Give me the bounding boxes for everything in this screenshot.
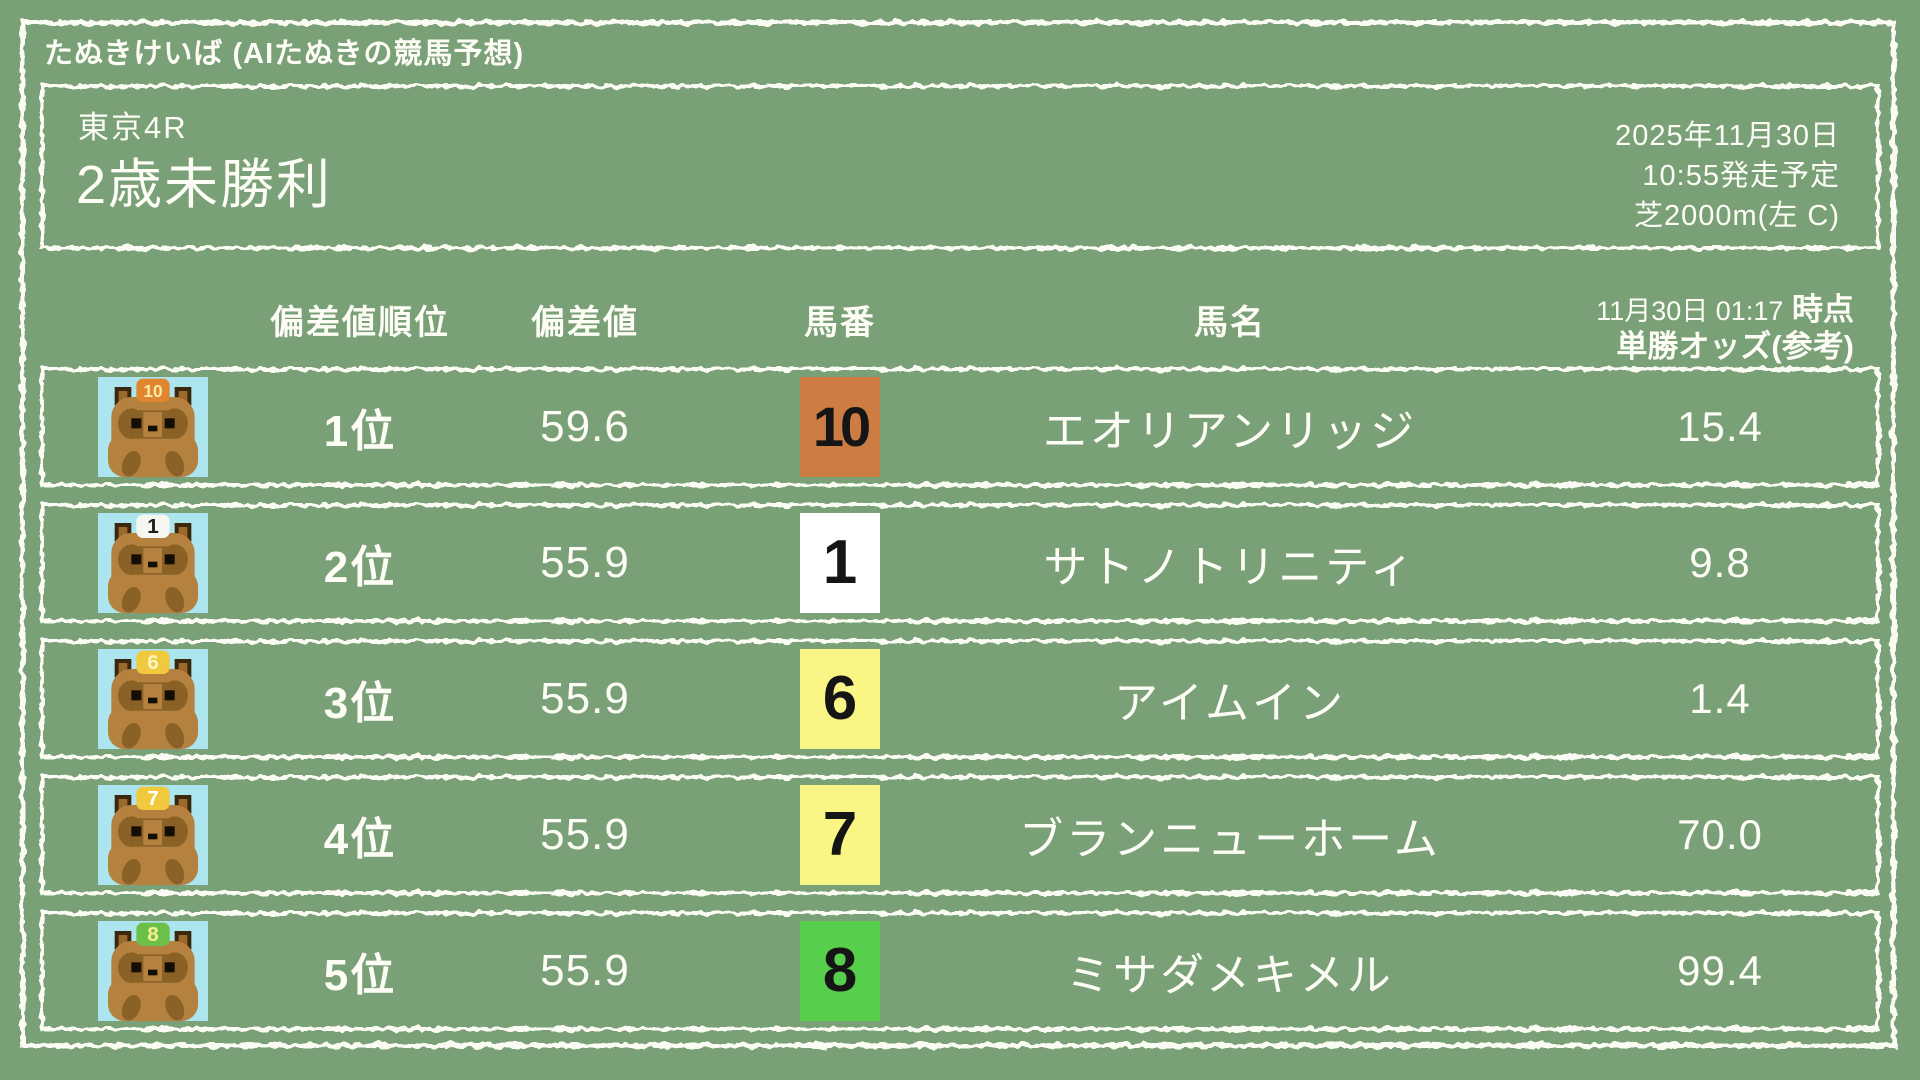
header-name-label: 馬名 [1194, 303, 1266, 342]
race-name: 2歳未勝利 [76, 155, 333, 215]
horse-number-badge: 6 [800, 649, 880, 749]
tanuki-icon: 10 [98, 377, 208, 477]
deviation-value: 59.6 [540, 402, 630, 451]
win-odds: 9.8 [1689, 539, 1751, 586]
header-number-label: 馬番 [804, 303, 876, 342]
win-odds: 70.0 [1677, 811, 1763, 858]
race-start-time: 10:55発走予定 [1642, 160, 1840, 192]
svg-text:8: 8 [147, 923, 159, 946]
rank-label: 5位 [323, 951, 397, 1000]
race-info-box: 東京4R 2歳未勝利 2025年11月30日 10:55発走予定 芝2000m(… [40, 84, 1880, 250]
rank-label: 1位 [323, 407, 397, 456]
rank-label: 2位 [323, 543, 397, 592]
tanuki-icon: 1 [98, 513, 208, 613]
prediction-row: 8 5位 55.9 8 ミサダメキメル 99.4 [40, 911, 1880, 1031]
odds-time-suffix: 時点 [1783, 292, 1854, 327]
horse-number-badge: 7 [800, 785, 880, 885]
header-odds-block: 11月30日 01:17 時点 単勝オッズ(参考) [1596, 292, 1854, 365]
deviation-value: 55.9 [540, 538, 630, 587]
header-deviation-label: 偏差値 [531, 303, 639, 342]
horse-name: サトノトリニティ [1043, 543, 1417, 592]
horse-name: エオリアンリッジ [1042, 407, 1418, 456]
race-date: 2025年11月30日 [1615, 120, 1840, 152]
win-odds: 1.4 [1689, 675, 1751, 722]
horse-name: ブランニューホーム [1019, 815, 1441, 864]
tanuki-icon: 8 [98, 921, 208, 1021]
win-odds: 99.4 [1677, 947, 1763, 994]
prediction-row: 6 3位 55.9 6 アイムイン 1.4 [40, 639, 1880, 759]
horse-number-badge: 1 [800, 513, 880, 613]
deviation-value: 55.9 [540, 674, 630, 723]
win-odds: 15.4 [1677, 403, 1763, 450]
svg-text:10: 10 [143, 381, 162, 401]
prediction-row: 7 4位 55.9 7 ブランニューホーム 70.0 [40, 775, 1880, 895]
horse-number-badge: 10 [800, 377, 880, 477]
header-odds-time-line: 11月30日 01:17 時点 [1596, 292, 1854, 329]
header-odds-label: 単勝オッズ(参考) [1616, 329, 1854, 364]
svg-text:6: 6 [147, 651, 159, 674]
app-title: たぬきけいば (AIたぬきの競馬予想) [44, 38, 525, 70]
prediction-rows: 10 1位 59.6 10 エオリアンリッジ 15.4 [40, 367, 1880, 1031]
deviation-value: 55.9 [540, 810, 630, 859]
svg-text:1: 1 [147, 515, 159, 538]
prediction-row: 10 1位 59.6 10 エオリアンリッジ 15.4 [40, 367, 1880, 487]
prediction-row: 1 2位 55.9 1 サトノトリニティ 9.8 [40, 503, 1880, 623]
svg-text:7: 7 [147, 787, 159, 810]
tanuki-icon: 7 [98, 785, 208, 885]
header-rank-label: 偏差値順位 [270, 303, 450, 342]
rank-label: 4位 [323, 815, 397, 864]
table-header: 偏差値順位 偏差値 馬番 馬名 11月30日 01:17 時点 単勝オッズ(参考… [40, 250, 1880, 367]
odds-timestamp: 11月30日 01:17 [1596, 296, 1784, 326]
rank-label: 3位 [323, 679, 397, 728]
race-course: 東京4R [78, 110, 188, 145]
race-meta: 2025年11月30日 10:55発走予定 芝2000m(左 C) [1615, 116, 1840, 236]
tanuki-icon: 6 [98, 649, 208, 749]
horse-number-badge: 8 [800, 921, 880, 1021]
deviation-value: 55.9 [540, 946, 630, 995]
race-track: 芝2000m(左 C) [1634, 200, 1840, 232]
horse-name: ミサダメキメル [1066, 951, 1394, 1000]
horse-name: アイムイン [1114, 679, 1346, 728]
